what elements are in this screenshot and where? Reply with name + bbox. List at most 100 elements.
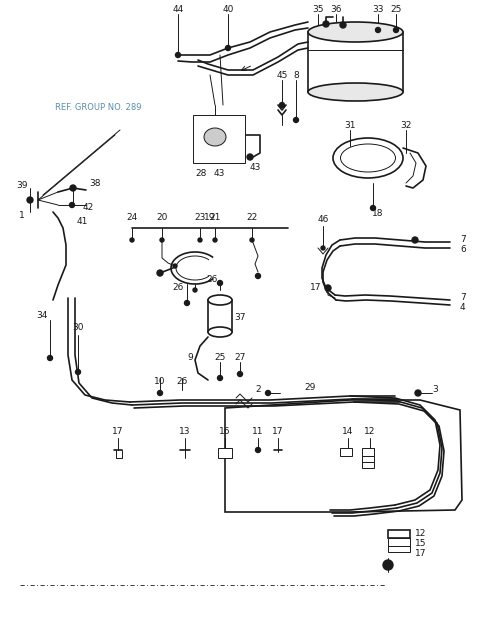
Circle shape bbox=[226, 46, 230, 51]
Text: 21: 21 bbox=[209, 213, 221, 223]
Bar bbox=[362, 448, 374, 456]
Text: 7: 7 bbox=[460, 235, 466, 245]
Circle shape bbox=[255, 273, 261, 278]
Text: 8: 8 bbox=[293, 71, 299, 79]
Ellipse shape bbox=[308, 22, 403, 42]
Circle shape bbox=[415, 390, 421, 396]
Text: 17: 17 bbox=[310, 283, 322, 293]
Circle shape bbox=[217, 376, 223, 381]
Circle shape bbox=[323, 21, 329, 27]
Circle shape bbox=[250, 238, 254, 242]
Text: 33: 33 bbox=[372, 6, 384, 14]
Bar bbox=[388, 530, 410, 538]
Circle shape bbox=[375, 27, 381, 32]
Circle shape bbox=[383, 560, 393, 570]
Text: 19: 19 bbox=[204, 213, 216, 223]
Text: 17: 17 bbox=[272, 427, 284, 437]
Circle shape bbox=[238, 371, 242, 376]
Text: 29: 29 bbox=[304, 383, 316, 391]
Circle shape bbox=[70, 203, 74, 208]
Text: 43: 43 bbox=[213, 168, 225, 177]
Text: 13: 13 bbox=[179, 427, 191, 437]
Text: 44: 44 bbox=[172, 6, 184, 14]
Circle shape bbox=[279, 102, 285, 107]
Text: 35: 35 bbox=[312, 6, 324, 14]
Text: 6: 6 bbox=[460, 245, 466, 255]
Ellipse shape bbox=[308, 83, 403, 101]
Text: REF. GROUP NO. 289: REF. GROUP NO. 289 bbox=[55, 102, 142, 112]
Bar bbox=[340, 448, 352, 456]
Text: 2: 2 bbox=[255, 386, 261, 394]
Text: 20: 20 bbox=[156, 213, 168, 223]
Text: 41: 41 bbox=[76, 218, 88, 227]
Text: 18: 18 bbox=[372, 208, 384, 218]
Text: 34: 34 bbox=[36, 311, 48, 319]
Circle shape bbox=[75, 369, 81, 374]
Text: 27: 27 bbox=[234, 353, 246, 361]
Circle shape bbox=[130, 238, 134, 242]
Text: 30: 30 bbox=[72, 323, 84, 333]
Text: 46: 46 bbox=[317, 215, 329, 225]
Text: 9: 9 bbox=[187, 353, 193, 361]
Bar bbox=[388, 546, 410, 552]
Circle shape bbox=[160, 238, 164, 242]
Circle shape bbox=[321, 246, 325, 250]
Text: 17: 17 bbox=[415, 548, 427, 557]
Circle shape bbox=[217, 281, 223, 286]
Circle shape bbox=[412, 237, 418, 243]
Text: 43: 43 bbox=[249, 162, 261, 172]
Text: 16: 16 bbox=[219, 427, 231, 437]
Text: 40: 40 bbox=[222, 6, 234, 14]
Text: 1: 1 bbox=[19, 210, 25, 220]
Text: 4: 4 bbox=[460, 303, 466, 313]
Text: 38: 38 bbox=[89, 178, 101, 187]
Text: 7: 7 bbox=[460, 293, 466, 303]
Text: 45: 45 bbox=[276, 71, 288, 79]
Circle shape bbox=[70, 185, 76, 191]
Circle shape bbox=[157, 391, 163, 396]
Circle shape bbox=[293, 117, 299, 122]
Text: 10: 10 bbox=[154, 378, 166, 386]
Text: 14: 14 bbox=[342, 427, 354, 437]
Ellipse shape bbox=[208, 295, 232, 305]
Bar bbox=[362, 462, 374, 468]
Text: 17: 17 bbox=[112, 427, 124, 437]
Text: 31: 31 bbox=[344, 122, 356, 130]
Text: 3: 3 bbox=[432, 386, 438, 394]
Circle shape bbox=[394, 27, 398, 32]
Text: 25: 25 bbox=[390, 6, 402, 14]
Circle shape bbox=[213, 238, 217, 242]
Circle shape bbox=[255, 447, 261, 452]
Circle shape bbox=[371, 205, 375, 210]
Bar bbox=[362, 456, 374, 462]
Text: 37: 37 bbox=[234, 313, 246, 323]
Text: 15: 15 bbox=[415, 539, 427, 547]
Circle shape bbox=[325, 285, 331, 291]
Text: 24: 24 bbox=[126, 213, 138, 223]
Ellipse shape bbox=[204, 128, 226, 146]
Text: 32: 32 bbox=[400, 122, 412, 130]
Text: 26: 26 bbox=[206, 276, 218, 285]
Text: 26: 26 bbox=[172, 283, 184, 293]
Text: 36: 36 bbox=[330, 6, 342, 14]
Circle shape bbox=[184, 301, 190, 306]
Ellipse shape bbox=[208, 327, 232, 337]
Circle shape bbox=[247, 154, 253, 160]
Text: 25: 25 bbox=[214, 353, 226, 361]
Text: 11: 11 bbox=[252, 427, 264, 437]
Circle shape bbox=[265, 391, 271, 396]
Circle shape bbox=[176, 52, 180, 57]
Text: 28: 28 bbox=[195, 168, 207, 177]
Circle shape bbox=[48, 356, 52, 361]
Circle shape bbox=[157, 270, 163, 276]
Bar bbox=[193, 115, 245, 163]
Circle shape bbox=[193, 288, 197, 292]
Circle shape bbox=[173, 264, 177, 268]
Circle shape bbox=[340, 22, 346, 28]
Text: 26: 26 bbox=[176, 378, 188, 386]
Text: 42: 42 bbox=[83, 203, 94, 213]
Bar bbox=[218, 448, 232, 458]
Text: 39: 39 bbox=[16, 180, 28, 190]
Text: 22: 22 bbox=[246, 213, 258, 223]
Text: 23: 23 bbox=[194, 213, 206, 223]
